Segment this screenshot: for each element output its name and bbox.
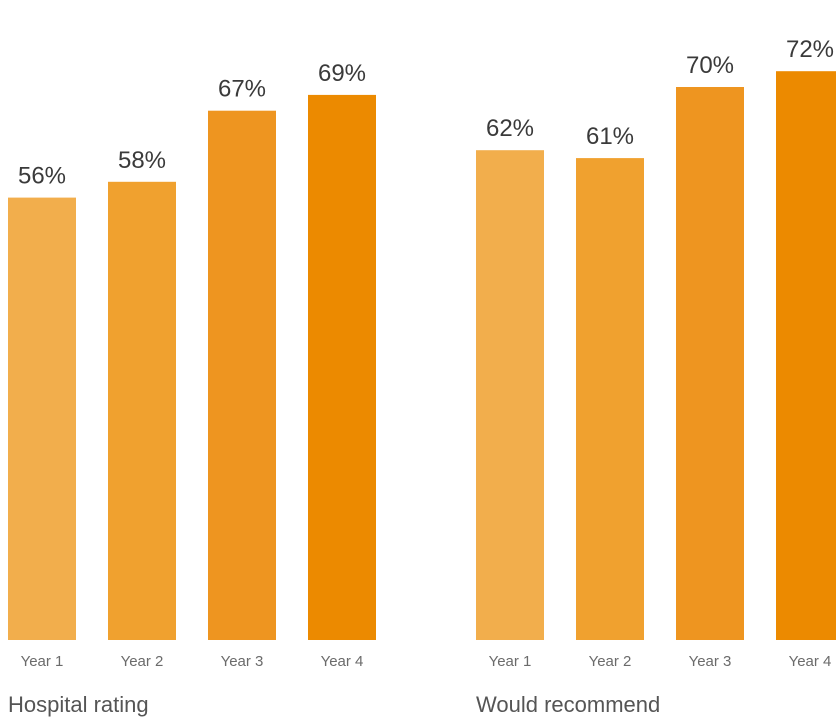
data-label-2-2: 61% [586,123,634,150]
data-label-2-3: 70% [686,52,734,79]
data-label-1-3: 67% [218,76,266,103]
data-label-2-1: 62% [486,115,534,142]
data-label-1-1: 56% [18,163,66,190]
chart-title-1: Hospital rating [8,692,149,717]
bar-2-3 [676,87,744,640]
x-tick-label-1-3: Year 3 [221,653,264,670]
data-label-2-4: 72% [786,36,834,63]
chart-title-2: Would recommend [476,692,660,717]
chart-panel-2: 62% Year 1 61% Year 2 70% Year 3 72% Year 4 Woul… [476,36,836,717]
bar-1-2 [108,181,176,641]
bar-1-4 [308,94,376,640]
data-label-1-2: 58% [118,147,166,174]
x-tick-label-2-2: Year 2 [589,653,632,670]
bar-1-1 [8,197,76,640]
bar-2-1 [476,150,544,640]
x-tick-label-2-3: Year 3 [689,653,732,670]
data-label-1-4: 69% [318,60,366,87]
bar-2-4 [776,71,836,640]
x-tick-label-2-1: Year 1 [489,653,532,670]
x-tick-label-2-4: Year 4 [789,653,832,670]
x-tick-label-1-1: Year 1 [21,653,64,670]
x-tick-label-1-2: Year 2 [121,653,164,670]
bar-2-2 [576,158,644,640]
bar-1-3 [208,110,276,640]
chart-panel-1: 56% Year 1 58% Year 2 67% Year 3 69% Year 4 Hosp… [8,60,376,717]
x-tick-label-1-4: Year 4 [321,653,364,670]
